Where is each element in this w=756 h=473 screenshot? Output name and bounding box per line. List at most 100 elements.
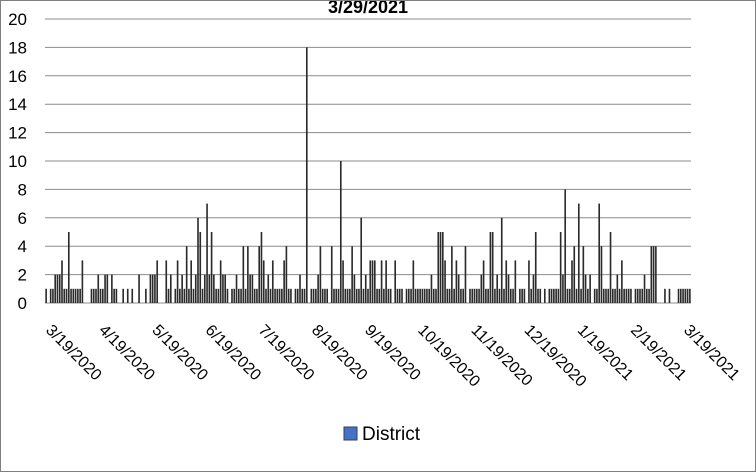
bar	[573, 246, 576, 303]
x-tick-label: 2/19/2021	[627, 322, 689, 384]
chart-title: 3/29/2021	[328, 1, 408, 17]
bar	[333, 288, 335, 303]
bar	[154, 274, 156, 303]
bar	[621, 260, 623, 303]
y-tick-label: 0	[18, 294, 27, 313]
bar	[487, 288, 489, 303]
bar	[111, 274, 113, 303]
bar	[521, 288, 523, 303]
bar	[689, 288, 691, 303]
bar	[61, 260, 63, 303]
bar	[577, 203, 580, 303]
bar	[77, 288, 79, 303]
bar	[435, 288, 437, 303]
bar	[598, 203, 601, 303]
bar	[509, 288, 512, 303]
bar	[156, 260, 159, 303]
bar	[349, 288, 351, 303]
bar	[174, 288, 177, 303]
bar	[380, 260, 383, 303]
bar	[376, 288, 378, 303]
bar	[405, 288, 408, 303]
bar	[623, 288, 625, 303]
bar	[364, 274, 367, 303]
y-tick-label: 20	[8, 10, 27, 29]
bar	[611, 288, 614, 303]
bar	[523, 288, 526, 303]
bar	[639, 288, 641, 303]
bar	[194, 274, 197, 303]
bar	[219, 260, 222, 303]
bar	[199, 232, 202, 303]
bar	[679, 288, 682, 303]
bar	[616, 274, 619, 303]
bar	[222, 274, 224, 303]
bar	[548, 288, 551, 303]
bar	[179, 288, 181, 303]
bar	[655, 246, 657, 303]
bar	[210, 232, 213, 303]
bar	[371, 260, 374, 303]
bar	[648, 288, 650, 303]
bar	[682, 288, 684, 303]
bar	[519, 288, 521, 303]
bar	[92, 288, 95, 303]
bar	[496, 274, 499, 303]
bar	[287, 288, 290, 303]
bar	[237, 288, 240, 303]
bar	[419, 288, 421, 303]
bar	[281, 288, 283, 303]
bar	[362, 288, 365, 303]
bar	[70, 288, 72, 303]
bar	[537, 288, 539, 303]
x-tick-label: 3/19/2021	[680, 322, 742, 384]
bar	[491, 232, 494, 303]
bar	[686, 288, 689, 303]
bar	[555, 288, 557, 303]
bar	[233, 288, 236, 303]
bar	[67, 232, 70, 303]
bar	[457, 274, 460, 303]
bar	[260, 232, 263, 303]
bar	[167, 288, 170, 303]
bar	[208, 274, 211, 303]
bar	[634, 288, 637, 303]
bar	[58, 274, 61, 303]
bar	[396, 288, 399, 303]
bar	[149, 274, 152, 303]
bar	[358, 288, 360, 303]
bar	[512, 288, 514, 303]
bar	[215, 288, 217, 303]
bar	[247, 246, 249, 303]
bar	[201, 288, 204, 303]
bar	[203, 274, 206, 303]
bar	[596, 288, 598, 303]
bar	[605, 288, 607, 303]
bar	[63, 288, 66, 303]
bar	[330, 246, 333, 303]
bar	[296, 288, 299, 303]
x-tick-label: 5/19/2020	[149, 322, 211, 384]
bar	[138, 274, 140, 303]
bar	[165, 260, 168, 303]
bar	[258, 246, 261, 303]
y-tick-label: 14	[8, 95, 27, 114]
bar	[104, 274, 106, 303]
bar	[378, 288, 381, 303]
bar	[321, 288, 324, 303]
bar	[439, 232, 442, 303]
bar	[485, 288, 487, 303]
legend-label-district: District	[362, 424, 421, 445]
bar	[339, 161, 342, 303]
x-tick-label: 8/19/2020	[308, 322, 370, 384]
bar	[342, 260, 344, 303]
bar	[274, 288, 276, 303]
bar	[469, 288, 471, 303]
bar	[346, 288, 349, 303]
bar	[464, 246, 467, 303]
bar	[571, 260, 573, 303]
bar	[106, 274, 109, 303]
bar	[145, 288, 147, 303]
bar	[269, 288, 272, 303]
